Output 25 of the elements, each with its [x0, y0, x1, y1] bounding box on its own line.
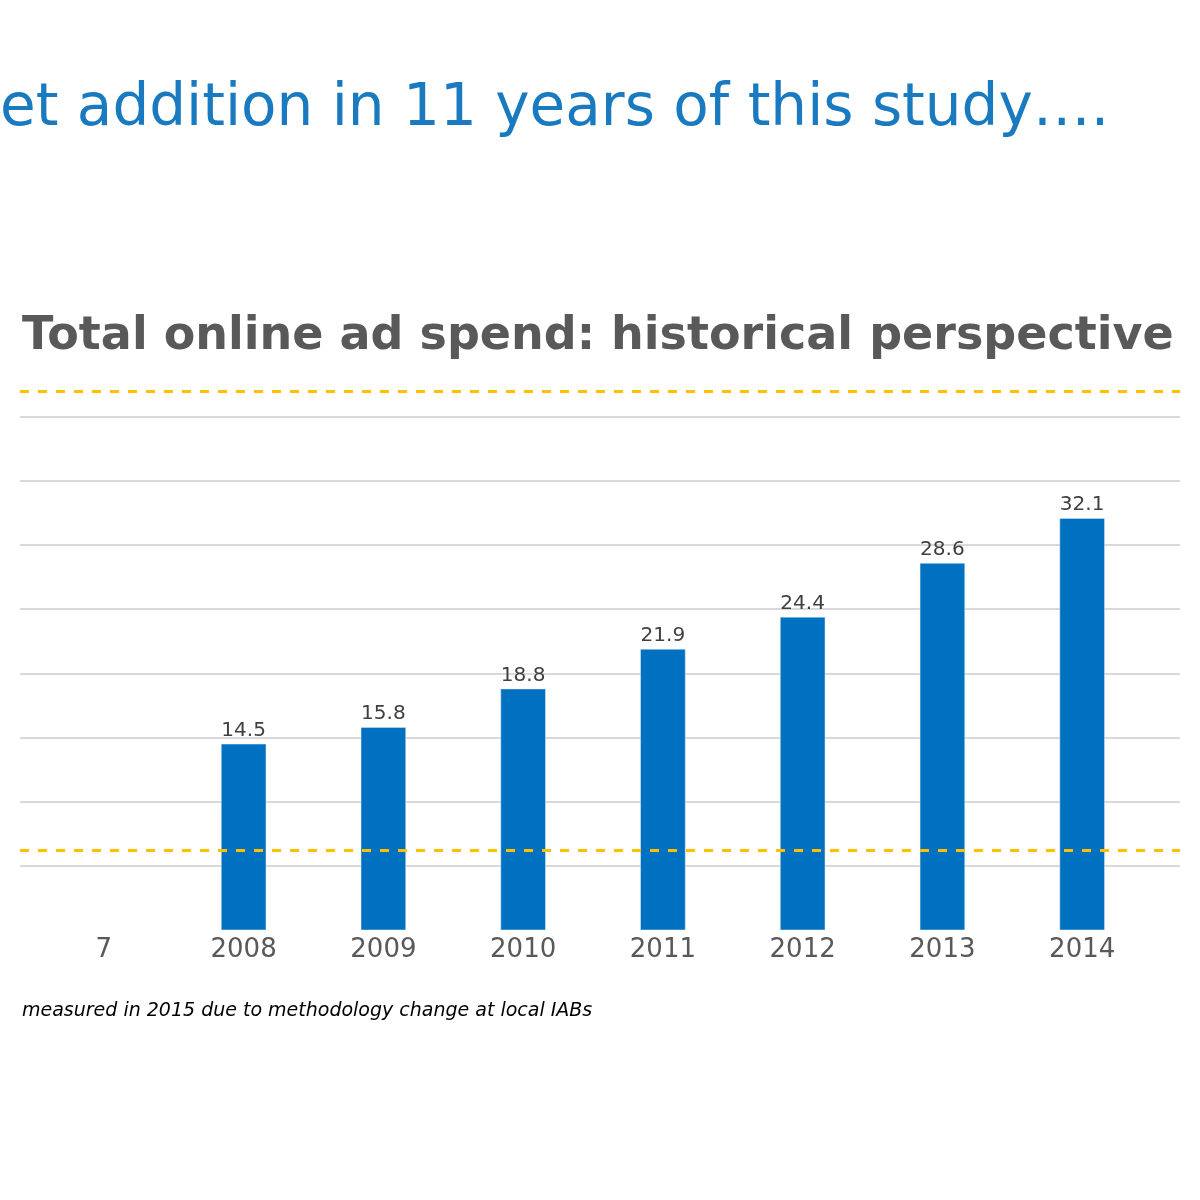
x-tick-label: 2011 — [629, 933, 696, 963]
data-label: 18.8 — [500, 661, 546, 686]
x-tick-label: 2013 — [909, 933, 976, 963]
data-label: 14.5 — [221, 717, 266, 742]
bar — [1059, 518, 1105, 930]
data-label: 21.9 — [640, 622, 686, 647]
bar — [221, 743, 267, 930]
x-tick-label: 2008 — [210, 933, 277, 963]
bar — [780, 616, 826, 930]
x-tick-label: 7 — [95, 933, 113, 963]
bar — [919, 563, 966, 930]
data-label: 15.8 — [361, 700, 406, 725]
x-tick-label: 2009 — [350, 933, 417, 963]
bar — [500, 688, 546, 930]
chart-title: et addition in 11 years of this study…. — [0, 70, 1110, 139]
x-tick-label: 2012 — [769, 933, 836, 963]
x-tick-label: 2014 — [1049, 933, 1116, 963]
x-tick-label: 2010 — [490, 933, 557, 963]
chart-subtitle: Total online ad spend: historical perspective — [22, 306, 1174, 360]
bar — [640, 648, 686, 930]
data-label: 28.6 — [920, 536, 965, 561]
data-label: 32.1 — [1059, 491, 1105, 516]
data-label: 24.4 — [780, 590, 826, 615]
text: measured in 2015 due to methodology change at local IABs — [22, 998, 593, 1020]
bar — [360, 727, 406, 930]
